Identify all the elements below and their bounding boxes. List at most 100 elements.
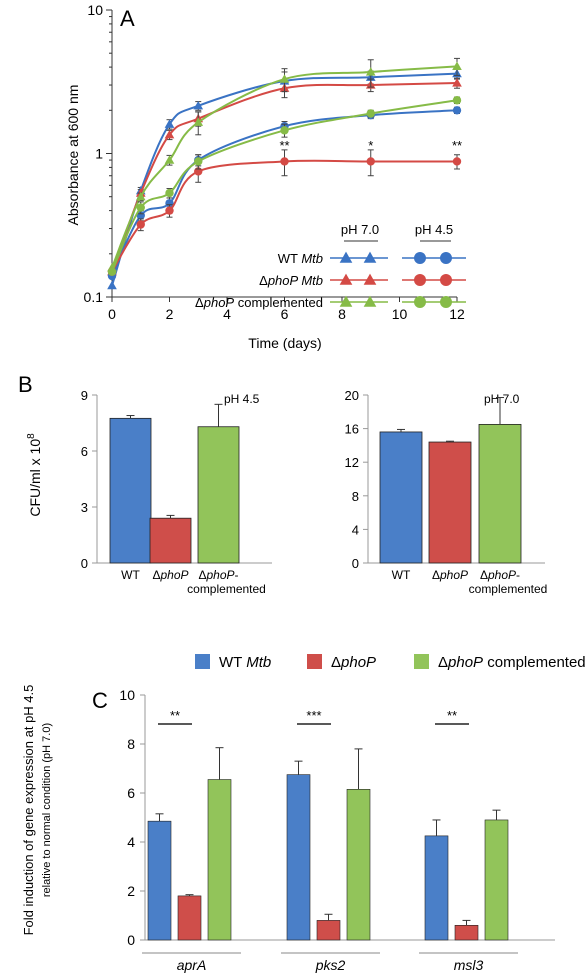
c-legend-label-phop-pre: Δ (331, 654, 341, 671)
a-data-point (452, 96, 462, 105)
a-legend-circle (440, 274, 452, 286)
a-data-point (194, 157, 203, 166)
a-data-point (366, 157, 375, 166)
a-data-point (365, 67, 376, 76)
a-data-point (165, 206, 174, 215)
a-data-point (136, 203, 145, 212)
a-legend-label-phop-italic: phoP Mtb (267, 273, 323, 288)
a-y-tick-label: 1 (95, 146, 103, 162)
a-legend-ph45: pH 4.5 (415, 222, 453, 237)
b-bar-phop (428, 441, 472, 564)
a-legend-triangle (363, 295, 377, 307)
a-legend-circle (414, 296, 426, 308)
a-legend-triangle (339, 251, 353, 263)
c-y-tick-label: 10 (119, 687, 135, 703)
panel-c-fold-induction: C WT Mtb ΔphoP ΔphoP complemented Fold ind… (21, 654, 586, 973)
a-series-comp-circle (107, 96, 462, 276)
c-bar-wt (424, 835, 449, 941)
panel-c-legend: WT Mtb ΔphoP ΔphoP complemented (195, 654, 586, 671)
b-y-tick-label: 0 (352, 556, 359, 571)
b-y-tick-label: 9 (81, 388, 88, 403)
c-bar-phop (177, 895, 202, 941)
c-bar-phop (454, 924, 479, 941)
a-data-point (136, 220, 145, 229)
b-bar-comp (197, 426, 240, 564)
a-data-point (279, 74, 290, 83)
panel-a-ylabel: Absorbance at 600 nm (65, 85, 81, 226)
a-data-point (135, 191, 146, 201)
a-legend-label-wt-pre: WT (278, 251, 302, 266)
b-y-tick-label: 6 (81, 444, 88, 459)
a-legend-label-comp: ΔphoP complemented (195, 295, 323, 310)
c-legend-swatch-wt (195, 654, 210, 669)
c-bar-wt (286, 774, 311, 941)
a-legend-circle (440, 296, 452, 308)
a-y-tick-label: 0.1 (84, 289, 104, 305)
c-legend-label-phop: ΔphoP (331, 654, 376, 671)
a-x-tick-label: 0 (108, 306, 116, 322)
b-category-label-line2: complemented (187, 582, 266, 596)
b-category-label-italic: phoP (205, 568, 234, 582)
a-x-tick-label: 8 (338, 306, 346, 322)
c-legend-label-wt: WT Mtb (219, 654, 271, 671)
a-data-point (452, 61, 462, 70)
a-legend-triangle (339, 295, 353, 307)
b-category-label-italic: phoP (159, 568, 188, 582)
c-significance-mark: ** (447, 708, 457, 723)
c-significance-mark: *** (306, 708, 321, 723)
a-legend-ph70: pH 7.0 (341, 222, 379, 237)
a-series-line (111, 81, 458, 273)
c-legend-label-comp-post: complemented (483, 654, 586, 671)
panel-a-xlabel: Time (days) (248, 335, 321, 351)
panel-a-label: A (120, 6, 135, 31)
a-legend-label-comp-italic: phoP (203, 295, 235, 310)
c-legend-swatch-phop (307, 654, 322, 669)
a-data-point (280, 126, 289, 135)
c-category-label: aprA (177, 957, 207, 973)
a-significance-mark: * (368, 138, 373, 153)
b-chart-title: pH 4.5 (224, 392, 260, 406)
a-data-point (452, 78, 462, 87)
b-category-label: ΔphoP (432, 568, 468, 582)
a-legend-triangle (339, 273, 353, 285)
b-bar-wt (379, 431, 423, 564)
a-data-point (452, 157, 462, 166)
b-category-label-post: - (516, 568, 520, 582)
panel-a-axes: 0.1 1 10 0 2 4 6 8 10 12 (84, 2, 465, 322)
a-x-tick-label: 10 (392, 306, 408, 322)
a-data-point (164, 155, 175, 164)
panel-c-chart: 0 2 4 6 8 10 ** aprA *** pks2 ** msl3 (119, 687, 555, 973)
b-y-tick-label: 8 (352, 489, 359, 504)
b-category-label-pre: Δ (198, 568, 206, 582)
a-legend-circle (414, 252, 426, 264)
c-legend-label-comp: ΔphoP complemented (438, 654, 586, 671)
a-x-tick-label: 12 (449, 306, 465, 322)
b-y-tick-label: 4 (352, 522, 359, 537)
b-category-label: ΔphoP- (198, 568, 238, 582)
a-data-point (193, 100, 204, 110)
panel-a-annotations: ** * ** (279, 138, 462, 153)
panel-c-label: C (92, 688, 108, 713)
a-legend-triangle (363, 251, 377, 263)
a-data-point (164, 119, 175, 128)
b-category-label-pre: Δ (432, 568, 440, 582)
c-bar-phop (316, 920, 341, 941)
a-data-point (107, 267, 117, 276)
a-y-tick-label: 10 (87, 2, 103, 18)
b-category-label-post: - (235, 568, 239, 582)
c-legend-label-comp-pre: Δ (438, 654, 448, 671)
a-x-tick-label: 6 (281, 306, 289, 322)
a-data-point (280, 157, 289, 166)
b-bar-comp (478, 423, 522, 564)
c-legend-label-wt-italic: Mtb (246, 654, 271, 671)
c-category-label: msl3 (454, 957, 484, 973)
a-significance-mark: ** (452, 138, 462, 153)
c-legend-label-wt-pre: WT (219, 654, 246, 671)
b-y-tick-label: 20 (345, 388, 359, 403)
c-bar-wt (147, 820, 172, 941)
panel-c-ylabel: Fold induction of gene expression at pH … (21, 685, 36, 936)
panel-b-ylabel: CFU/ml x 108 (26, 433, 43, 517)
c-y-tick-label: 0 (127, 932, 135, 948)
b-category-label-pre: Δ (152, 568, 160, 582)
